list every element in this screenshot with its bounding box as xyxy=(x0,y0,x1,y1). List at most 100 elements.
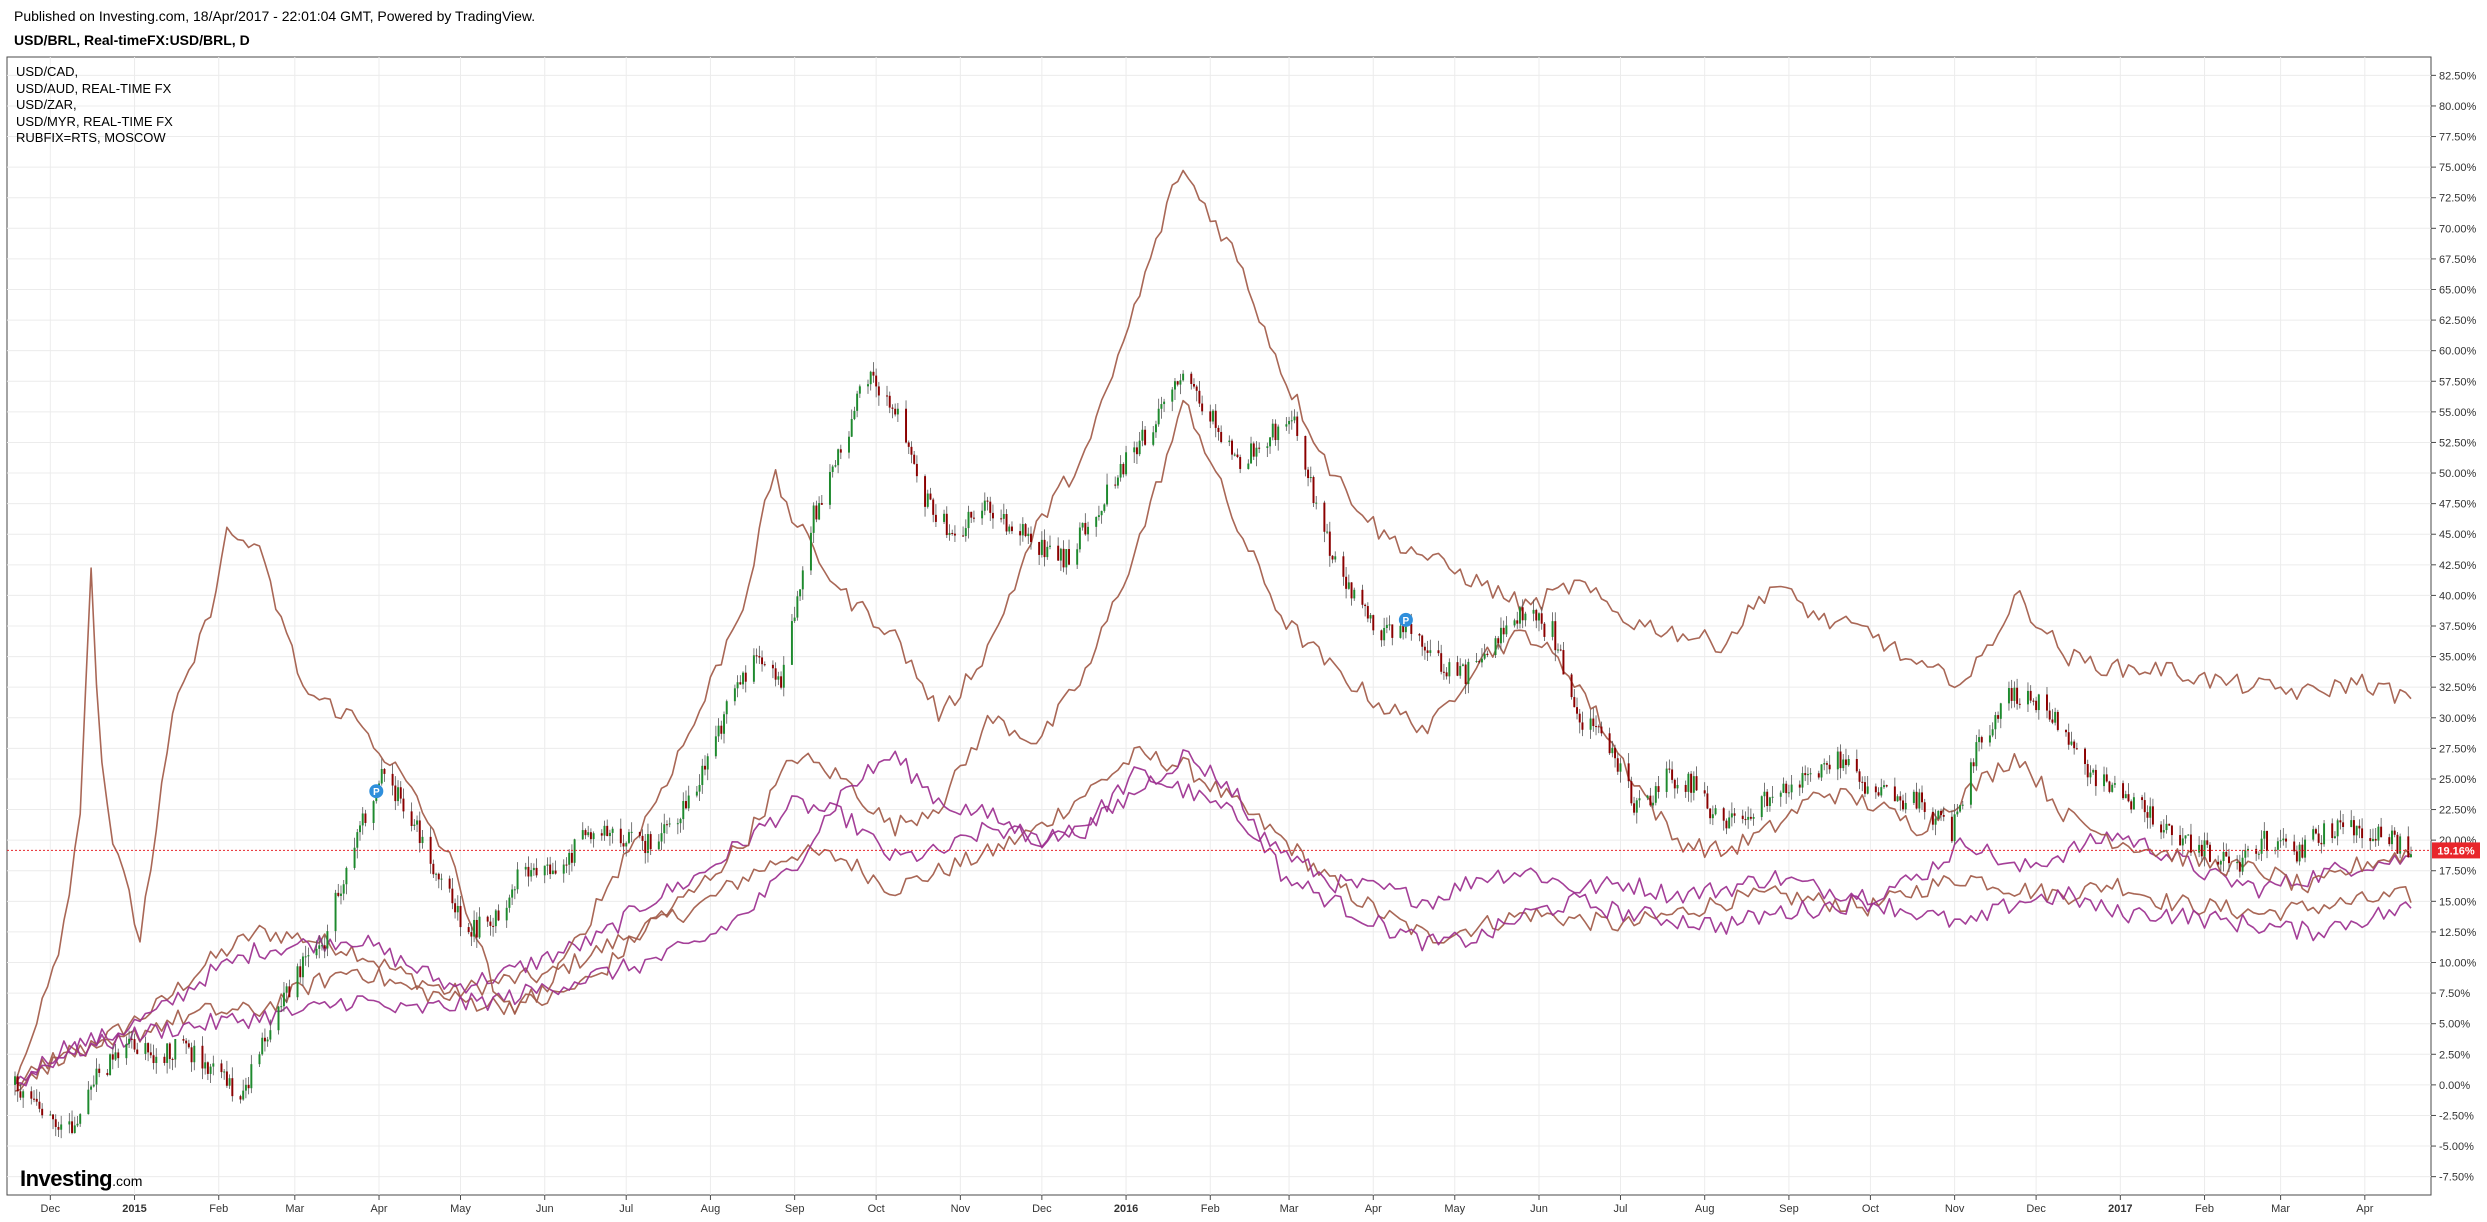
candle-up xyxy=(603,825,606,836)
candle-up xyxy=(1179,380,1182,385)
candle-up xyxy=(1459,665,1462,676)
candle-down xyxy=(1673,779,1676,789)
candle-down xyxy=(2361,828,2364,839)
candle-down xyxy=(989,501,992,513)
candle-down xyxy=(383,769,386,774)
candle-up xyxy=(1369,615,1372,619)
current-price-badge-label: 19.16% xyxy=(2437,845,2475,857)
candle-down xyxy=(1274,423,1277,441)
candle-up xyxy=(2165,823,2168,831)
investing-logo[interactable]: Investing.com xyxy=(20,1166,142,1192)
candle-down xyxy=(1024,524,1027,537)
candle-down xyxy=(915,463,918,477)
x-tick-label: Feb xyxy=(1201,1203,1220,1215)
candle-up xyxy=(280,1006,283,1008)
legend-item-usdzar[interactable]: USD/ZAR, xyxy=(16,97,77,112)
legend-item-usdcad[interactable]: USD/CAD, xyxy=(16,64,79,79)
x-tick-label: Dec xyxy=(1032,1203,1052,1215)
x-tick-label: Jul xyxy=(619,1203,633,1215)
candle-up xyxy=(1228,440,1231,443)
candle-up xyxy=(1353,589,1356,599)
candle-up xyxy=(359,825,361,833)
candle-down xyxy=(1456,662,1459,676)
candle-up xyxy=(1823,763,1826,765)
candle-up xyxy=(1842,759,1845,769)
candle-up xyxy=(1847,758,1850,766)
candle-down xyxy=(1608,733,1611,754)
candle-down xyxy=(2048,710,2051,720)
candle-down xyxy=(2396,834,2399,854)
candle-down xyxy=(1874,786,1877,793)
candle-up xyxy=(1480,658,1483,663)
candle-down xyxy=(364,813,367,823)
candle-down xyxy=(2065,729,2067,733)
candle-down xyxy=(1423,646,1426,651)
candle-up xyxy=(2263,830,2266,839)
candle-up xyxy=(524,866,527,870)
candle-down xyxy=(986,500,989,502)
y-tick-label: 40.00% xyxy=(2439,590,2477,602)
x-tick-label: Dec xyxy=(2026,1203,2046,1215)
candle-up xyxy=(1233,454,1236,456)
candle-up xyxy=(258,1054,261,1065)
candle-down xyxy=(2151,806,2154,825)
candle-up xyxy=(516,869,519,890)
candle-up xyxy=(109,1054,112,1075)
candle-down xyxy=(1296,416,1299,436)
x-tick-label: 2015 xyxy=(122,1203,146,1215)
candle-up xyxy=(1937,810,1940,819)
x-axis-ticks: Dec 2015 Feb Mar Apr May Jun Jul Aug Sep Oct Nov Dec… xyxy=(41,1195,2374,1215)
candle-down xyxy=(2407,836,2410,858)
candle-up xyxy=(1133,447,1136,453)
candle-down xyxy=(1464,664,1467,685)
candle-down xyxy=(2320,842,2323,845)
candle-down xyxy=(1861,781,1864,783)
candle-down xyxy=(1972,762,1975,767)
legend-item-usdaud[interactable]: USD/AUD, REAL-TIME FX xyxy=(16,80,172,96)
candle-down xyxy=(475,919,478,938)
candle-down xyxy=(391,773,394,786)
candle-up xyxy=(1078,527,1081,550)
candle-up xyxy=(1046,546,1049,558)
legend-item-rubfix[interactable]: RUBFIX=RTS, MOSCOW xyxy=(16,130,166,145)
candle-up xyxy=(1255,447,1258,457)
candle-up xyxy=(706,756,709,770)
candle-down xyxy=(1391,624,1394,638)
candle-down xyxy=(2358,825,2361,829)
candle-up xyxy=(2350,820,2353,827)
legend-item-usdmyr[interactable]: USD/MYR, REAL-TIME FX xyxy=(16,113,173,129)
candle-up xyxy=(1646,795,1649,799)
candle-up xyxy=(114,1052,117,1060)
candle-up xyxy=(1866,786,1869,794)
candle-down xyxy=(1855,758,1858,772)
candle-down xyxy=(894,408,897,415)
candle-up xyxy=(1809,773,1812,775)
y-tick-label: 42.50% xyxy=(2439,560,2477,572)
candle-up xyxy=(1524,613,1527,621)
candle-up xyxy=(307,955,310,957)
y-tick-label: 17.50% xyxy=(2439,866,2477,878)
candle-up xyxy=(1087,526,1090,535)
x-tick-label: Jun xyxy=(1530,1203,1548,1215)
candle-down xyxy=(98,1068,101,1073)
candle-down xyxy=(171,1058,174,1060)
candle-up xyxy=(2222,851,2225,862)
candle-up xyxy=(1969,762,1972,805)
candle-up xyxy=(2391,830,2393,845)
current-price-badge xyxy=(2432,842,2480,859)
y-tick-label: 30.00% xyxy=(2439,713,2477,725)
candle-up xyxy=(511,889,514,898)
candle-up xyxy=(831,466,834,472)
candle-up xyxy=(128,1038,131,1044)
candle-up xyxy=(166,1043,169,1063)
candle-up xyxy=(1883,785,1885,788)
candle-down xyxy=(1209,411,1212,422)
candle-down xyxy=(2295,851,2298,862)
candle-up xyxy=(2377,826,2380,841)
candle-up xyxy=(1277,426,1280,441)
candle-down xyxy=(2342,822,2345,827)
x-tick-label: Apr xyxy=(1365,1203,1382,1215)
candle-up xyxy=(1467,661,1470,685)
candle-up xyxy=(818,503,821,520)
